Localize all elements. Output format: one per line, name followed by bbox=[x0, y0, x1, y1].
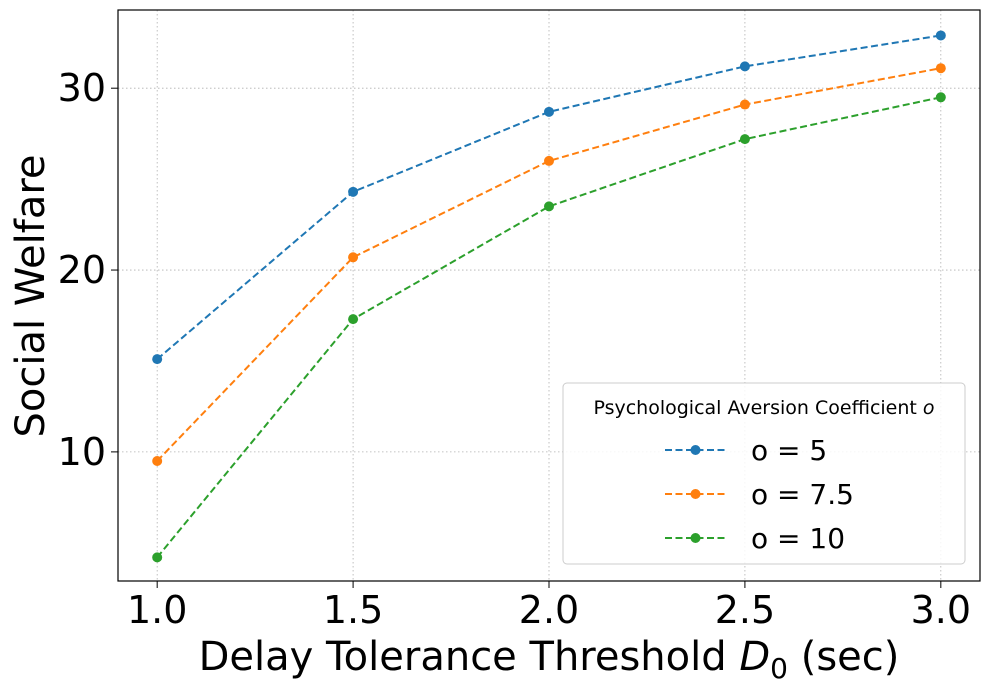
x-tick-label: 3.0 bbox=[911, 588, 971, 632]
data-point bbox=[739, 61, 750, 72]
data-point bbox=[152, 354, 163, 365]
legend-label: o = 5 bbox=[751, 434, 827, 467]
series-line bbox=[156, 96, 942, 558]
data-point bbox=[152, 552, 163, 563]
y-axis-label: Social Welfare bbox=[8, 154, 54, 437]
legend: Psychological Aversion Coefficient o o =… bbox=[562, 382, 966, 565]
data-point bbox=[544, 155, 554, 166]
x-tick-label: 2.0 bbox=[519, 588, 579, 632]
y-tick-label: 30 bbox=[58, 66, 106, 110]
data-point bbox=[348, 252, 359, 263]
x-tick-label: 1.5 bbox=[323, 588, 383, 632]
x-axis-label: Delay Tolerance Threshold D0 (sec) bbox=[199, 634, 900, 685]
grid-lines bbox=[118, 10, 980, 581]
data-point bbox=[152, 455, 163, 466]
legend-swatch-marker bbox=[690, 445, 701, 455]
data-point bbox=[739, 99, 750, 110]
data-point bbox=[935, 30, 946, 41]
legend-item: o = 5 bbox=[665, 434, 827, 467]
legend-box bbox=[562, 382, 966, 565]
legend-title: Psychological Aversion Coefficient o bbox=[593, 397, 934, 419]
legend-swatch-marker bbox=[690, 489, 701, 499]
series-line bbox=[156, 34, 941, 360]
y-tick-label: 20 bbox=[58, 248, 106, 292]
legend-swatch-marker bbox=[690, 533, 701, 543]
legend-item: o = 10 bbox=[665, 522, 845, 555]
legend-label: o = 7.5 bbox=[751, 478, 854, 511]
data-point bbox=[348, 314, 359, 325]
axis-ticks: 1.0 1.5 2.0 2.5 3.0 10 20 30 bbox=[58, 66, 971, 632]
x-tick-label: 2.5 bbox=[715, 588, 775, 632]
x-tick-label: 1.0 bbox=[127, 588, 187, 632]
legend-item: o = 7.5 bbox=[665, 478, 854, 511]
legend-label: o = 10 bbox=[751, 522, 845, 555]
series-line bbox=[156, 67, 942, 462]
series-1 bbox=[152, 30, 946, 365]
series-2 bbox=[152, 63, 946, 466]
series-layer bbox=[152, 30, 946, 563]
data-point bbox=[935, 92, 946, 103]
y-tick-label: 10 bbox=[58, 430, 106, 474]
data-point bbox=[935, 63, 946, 74]
data-point bbox=[739, 134, 750, 145]
data-point bbox=[544, 106, 554, 117]
series-3 bbox=[152, 92, 946, 563]
data-point bbox=[544, 201, 554, 212]
legend-items: o = 5 o = 7.5 o = 10 bbox=[665, 434, 854, 555]
data-point bbox=[348, 186, 359, 197]
